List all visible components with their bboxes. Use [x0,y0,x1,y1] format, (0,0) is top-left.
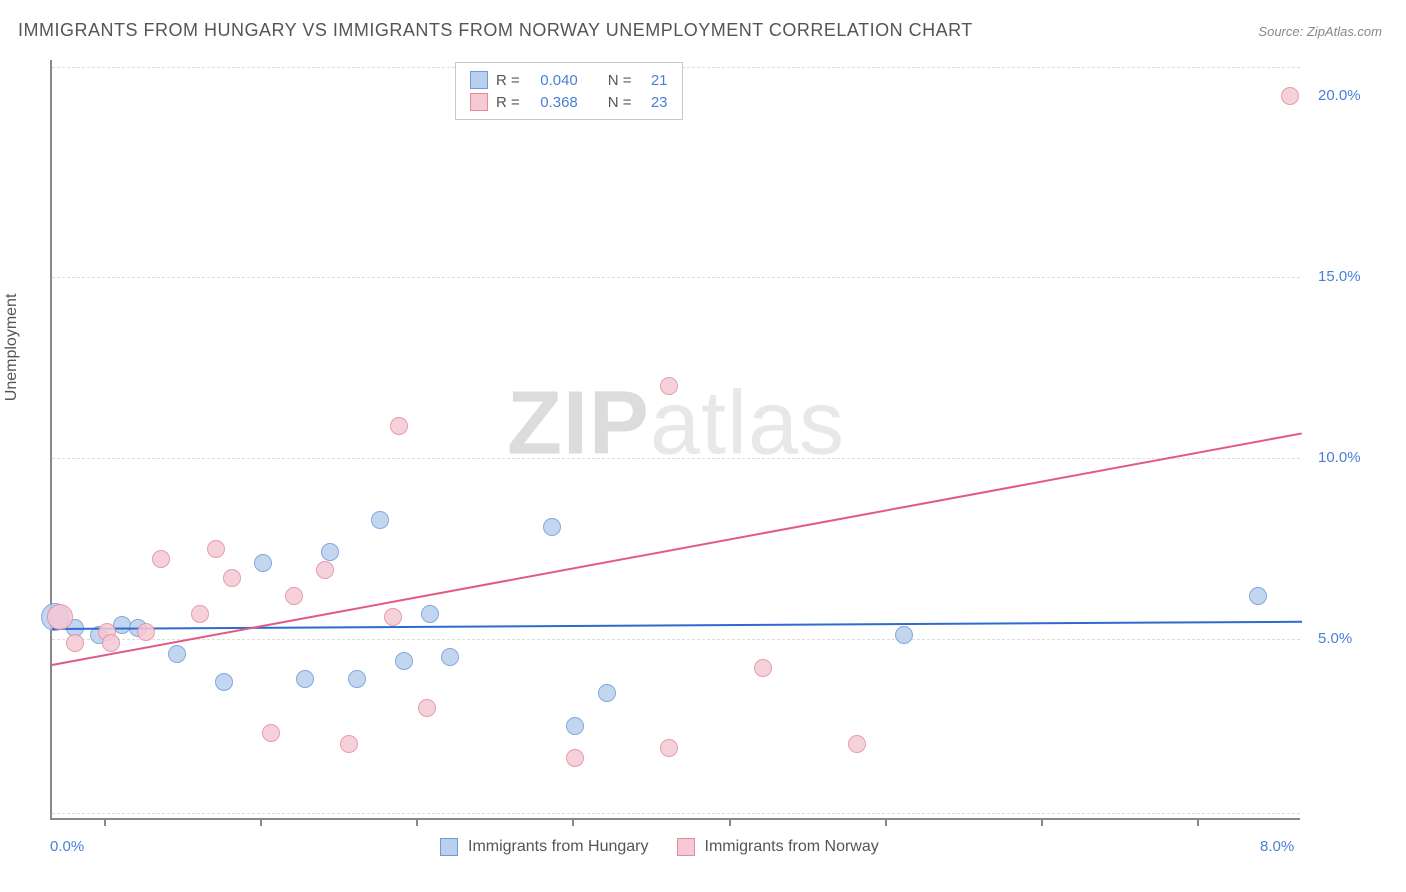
scatter-point [384,608,402,626]
scatter-point [348,670,366,688]
series-name: Immigrants from Norway [705,838,879,856]
scatter-point [566,749,584,767]
r-value: 0.368 [528,94,578,111]
series-legend-item: Immigrants from Hungary [440,838,649,856]
scatter-point [660,739,678,757]
r-label: R = [496,94,520,111]
scatter-point [191,605,209,623]
stats-legend: R = 0.040 N = 21 R = 0.368 N = 23 [455,62,683,120]
scatter-point [215,673,233,691]
gridline [52,277,1300,278]
scatter-point [421,605,439,623]
x-tick [572,818,574,826]
legend-swatch [440,838,458,856]
scatter-point [418,699,436,717]
source-value: ZipAtlas.com [1307,24,1382,39]
x-tick [260,818,262,826]
scatter-point [285,587,303,605]
r-value: 0.040 [528,72,578,89]
scatter-point [137,623,155,641]
x-tick [416,818,418,826]
scatter-point [152,550,170,568]
scatter-point [66,634,84,652]
scatter-point [441,648,459,666]
x-tick-label: 8.0% [1260,838,1294,855]
n-value: 23 [640,94,668,111]
x-tick [1197,818,1199,826]
x-tick [1041,818,1043,826]
chart-source: Source: ZipAtlas.com [1258,24,1382,39]
trend-line [52,433,1302,667]
n-label: N = [608,72,632,89]
scatter-point [1249,587,1267,605]
n-value: 21 [640,72,668,89]
stats-legend-row: R = 0.040 N = 21 [470,69,668,91]
y-axis-label: Unemployment [3,294,21,402]
scatter-point [262,724,280,742]
gridline [52,458,1300,459]
scatter-point [543,518,561,536]
scatter-point [47,604,73,630]
scatter-point [321,543,339,561]
legend-swatch [470,93,488,111]
scatter-plot: ZIPatlas [50,60,1300,820]
stats-legend-row: R = 0.368 N = 23 [470,91,668,113]
x-tick-label: 0.0% [50,838,84,855]
gridline [52,813,1300,814]
legend-swatch [677,838,695,856]
y-tick-label: 5.0% [1318,630,1352,647]
y-tick-label: 20.0% [1318,87,1361,104]
scatter-point [340,735,358,753]
scatter-point [102,634,120,652]
scatter-point [296,670,314,688]
scatter-point [660,377,678,395]
scatter-point [895,626,913,644]
scatter-point [207,540,225,558]
scatter-point [395,652,413,670]
scatter-point [848,735,866,753]
y-tick-label: 15.0% [1318,268,1361,285]
series-name: Immigrants from Hungary [468,838,649,856]
scatter-point [371,511,389,529]
series-legend-item: Immigrants from Norway [677,838,879,856]
x-tick [104,818,106,826]
n-label: N = [608,94,632,111]
scatter-point [566,717,584,735]
scatter-point [598,684,616,702]
source-label: Source: [1258,24,1303,39]
chart-title: IMMIGRANTS FROM HUNGARY VS IMMIGRANTS FR… [18,20,973,41]
series-legend: Immigrants from Hungary Immigrants from N… [440,838,879,856]
x-tick [729,818,731,826]
scatter-point [254,554,272,572]
scatter-point [754,659,772,677]
gridline [52,639,1300,640]
scatter-point [1281,87,1299,105]
scatter-point [223,569,241,587]
x-tick [885,818,887,826]
scatter-point [316,561,334,579]
r-label: R = [496,72,520,89]
legend-swatch [470,71,488,89]
y-tick-label: 10.0% [1318,449,1361,466]
scatter-point [390,417,408,435]
scatter-point [168,645,186,663]
